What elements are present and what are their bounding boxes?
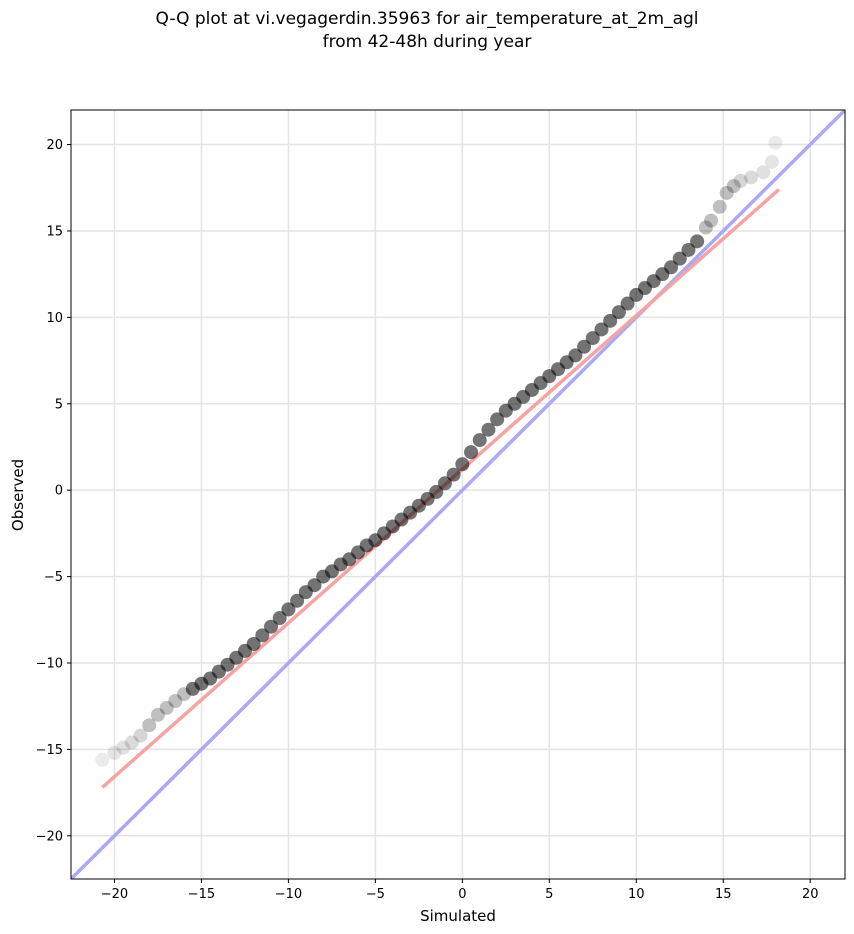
- x-tick-label: −5: [366, 887, 385, 902]
- quantile-point: [281, 602, 296, 617]
- quantile-point: [437, 476, 452, 491]
- x-tick-label: −20: [101, 887, 128, 902]
- quantile-point: [594, 322, 609, 337]
- quantile-point: [690, 234, 705, 249]
- quantile-point: [255, 628, 270, 643]
- quantile-point: [264, 619, 279, 634]
- quantile-point: [290, 593, 305, 608]
- quantile-point: [124, 735, 139, 750]
- y-tick-label: 20: [46, 138, 63, 153]
- x-tick-label: 5: [545, 887, 553, 902]
- x-tick-label: 20: [802, 887, 819, 902]
- quantile-point: [472, 433, 487, 448]
- y-tick-label: 0: [55, 484, 63, 499]
- x-tick-label: 0: [458, 887, 466, 902]
- quantile-point: [577, 339, 592, 354]
- y-tick-label: −15: [36, 743, 63, 758]
- quantile-point: [681, 242, 696, 257]
- quantile-point: [150, 707, 165, 722]
- chart-title-line1: Q-Q plot at vi.vegagerdin.35963 for air_…: [155, 9, 699, 29]
- x-tick-label: 15: [715, 887, 732, 902]
- quantile-point: [664, 260, 679, 275]
- quantile-point: [455, 457, 470, 472]
- quantile-point: [159, 700, 174, 715]
- identity-line: [71, 110, 845, 879]
- y-tick-label: −10: [36, 656, 63, 671]
- x-tick-label: −15: [188, 887, 215, 902]
- quantile-point: [672, 251, 687, 266]
- plot-marks: [71, 110, 845, 879]
- chart-title-line2: from 42-48h during year: [322, 32, 532, 52]
- x-tick-label: −10: [275, 887, 302, 902]
- y-tick-label: 5: [55, 397, 63, 412]
- axis-ticks: −20 −15 −10 −5 0 5 10 15 20 −20 −15 −10 −5 0 5 10 15 20: [36, 138, 819, 902]
- quantile-point: [481, 422, 496, 437]
- plot-frame: [70, 109, 846, 880]
- quantile-point: [698, 220, 713, 235]
- quantile-point: [768, 135, 783, 150]
- quantile-point: [490, 412, 505, 427]
- y-tick-label: 10: [46, 311, 63, 326]
- quantile-point: [142, 718, 157, 733]
- y-tick-label: 15: [46, 224, 63, 239]
- quantile-point: [585, 331, 600, 346]
- quantile-point: [620, 296, 635, 311]
- quantile-point: [307, 578, 322, 593]
- quantile-point: [133, 728, 148, 743]
- quantile-point: [446, 467, 461, 482]
- quantile-point: [168, 694, 183, 709]
- quantile-point: [756, 165, 771, 180]
- quantile-point: [116, 740, 131, 755]
- quantile-point: [95, 752, 110, 767]
- quantile-point: [726, 179, 741, 194]
- quantile-point: [464, 445, 479, 460]
- quantile-point: [704, 213, 719, 228]
- quantile-point: [733, 173, 748, 188]
- y-axis-label: Observed: [9, 459, 27, 531]
- quantile-point: [272, 611, 287, 626]
- quantile-point: [611, 305, 626, 320]
- quantile-point: [568, 348, 583, 363]
- quantile-point: [603, 313, 618, 328]
- quantile-point: [246, 636, 261, 651]
- y-tick-label: −5: [44, 570, 63, 585]
- quantile-point: [744, 170, 759, 185]
- quantile-point: [712, 199, 727, 214]
- quantile-point: [719, 185, 734, 200]
- quantile-point: [107, 745, 122, 760]
- quantile-point: [429, 484, 444, 499]
- x-tick-label: 10: [628, 887, 645, 902]
- x-axis-label: Simulated: [420, 907, 496, 925]
- quantile-point: [764, 154, 779, 169]
- y-tick-label: −20: [36, 829, 63, 844]
